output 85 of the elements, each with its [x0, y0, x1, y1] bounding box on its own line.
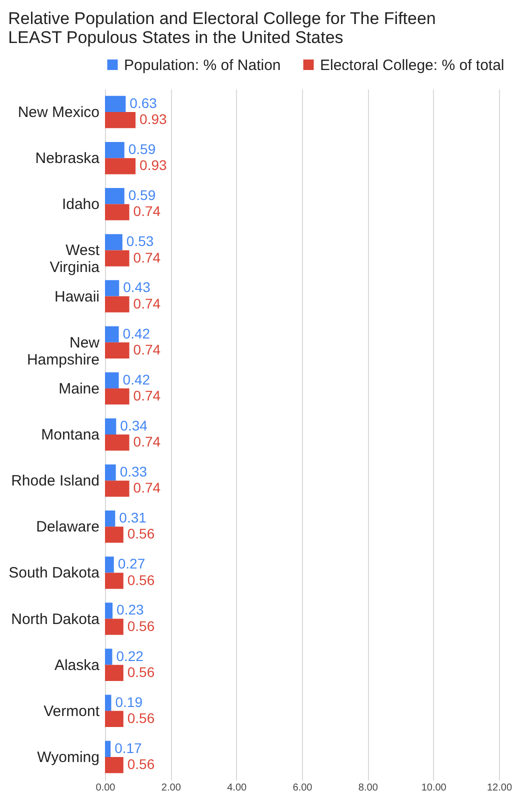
bar	[105, 710, 124, 728]
bar	[105, 296, 130, 312]
bar	[105, 158, 136, 174]
y-tick-label: South Dakota	[8, 564, 100, 582]
data-label: 0.74	[133, 295, 161, 312]
y-tick-label: Wyoming	[37, 748, 100, 766]
y-tick-label: Delaware	[36, 518, 100, 536]
bar	[105, 618, 124, 635]
y-tick-label: Rhode Island	[11, 472, 100, 490]
data-label: 0.56	[127, 526, 155, 542]
bar	[105, 602, 113, 619]
data-label: 0.33	[120, 464, 148, 480]
y-tick-label: West Virginia	[50, 242, 100, 276]
data-label: 0.22	[116, 648, 144, 664]
chart-title: Relative Population and Electoral College for The Fifteen LEAST Populous States in the United States	[8, 9, 436, 47]
bar	[105, 234, 122, 250]
y-tick-label: Vermont	[44, 702, 100, 720]
data-label: 0.27	[118, 556, 146, 572]
bar	[105, 434, 130, 451]
bar	[105, 648, 112, 665]
data-label: 0.23	[116, 602, 144, 618]
x-tick-label: 12.00	[486, 782, 512, 794]
bar	[105, 572, 124, 589]
legend-label: Population: % of Nation	[124, 56, 281, 74]
data-label: 0.56	[127, 618, 155, 634]
x-tick-label: 2.00	[161, 782, 182, 794]
bar	[105, 664, 124, 681]
y-tick-label: Hawaii	[54, 288, 100, 306]
x-tick-label: 10.00	[421, 782, 447, 794]
data-label: 0.17	[114, 740, 142, 756]
data-label: 0.93	[140, 111, 167, 128]
bar	[105, 694, 112, 711]
y-tick-label: Idaho	[62, 196, 100, 214]
bar	[105, 480, 130, 497]
bar	[105, 388, 130, 405]
bar	[105, 250, 130, 266]
data-label: 0.74	[133, 480, 161, 496]
data-label: 0.56	[127, 756, 155, 772]
data-label: 0.43	[123, 279, 151, 296]
bar	[105, 464, 116, 481]
data-label: 0.42	[122, 371, 150, 388]
x-tick-label: 8.00	[358, 782, 378, 794]
bar	[105, 204, 130, 220]
bar	[105, 326, 119, 342]
y-tick-label: North Dakota	[11, 610, 100, 628]
y-tick-label: Maine	[58, 380, 100, 398]
bar	[105, 96, 126, 112]
x-tick-label: 6.00	[292, 782, 313, 794]
data-label: 0.42	[122, 325, 150, 342]
data-label: 0.74	[133, 341, 161, 358]
y-tick-label: Montana	[41, 426, 100, 444]
data-label: 0.31	[119, 510, 147, 526]
legend-label: Electoral College: % of total	[320, 56, 504, 74]
bar	[105, 418, 116, 434]
bar	[105, 280, 120, 296]
x-tick-label: 0.00	[96, 782, 116, 794]
y-tick-label: Nebraska	[35, 150, 100, 168]
bar	[105, 756, 124, 774]
data-label: 0.63	[130, 94, 158, 111]
data-label: 0.34	[120, 417, 148, 434]
data-label: 0.59	[128, 187, 156, 204]
bar	[105, 372, 119, 388]
data-label: 0.74	[133, 249, 161, 266]
bar	[105, 142, 124, 158]
data-label: 0.74	[133, 203, 161, 220]
bar	[105, 740, 111, 757]
bar	[105, 342, 130, 358]
data-label: 0.93	[140, 157, 167, 174]
bar	[105, 526, 124, 543]
data-label: 0.56	[127, 710, 155, 726]
y-tick-label: Alaska	[54, 656, 100, 674]
data-label: 0.53	[126, 233, 154, 250]
data-label: 0.19	[115, 694, 143, 710]
bar	[105, 556, 114, 573]
data-label: 0.74	[133, 387, 161, 404]
data-label: 0.56	[127, 664, 155, 680]
data-label: 0.56	[127, 572, 155, 588]
bar	[105, 510, 116, 527]
y-tick-label: New Mexico	[18, 104, 100, 122]
y-tick-label: New Hampshire	[26, 334, 100, 368]
x-tick-label: 4.00	[227, 782, 247, 794]
data-label: 0.59	[128, 141, 156, 158]
bar	[105, 188, 124, 204]
data-label: 0.74	[133, 434, 161, 450]
bar	[105, 112, 136, 128]
